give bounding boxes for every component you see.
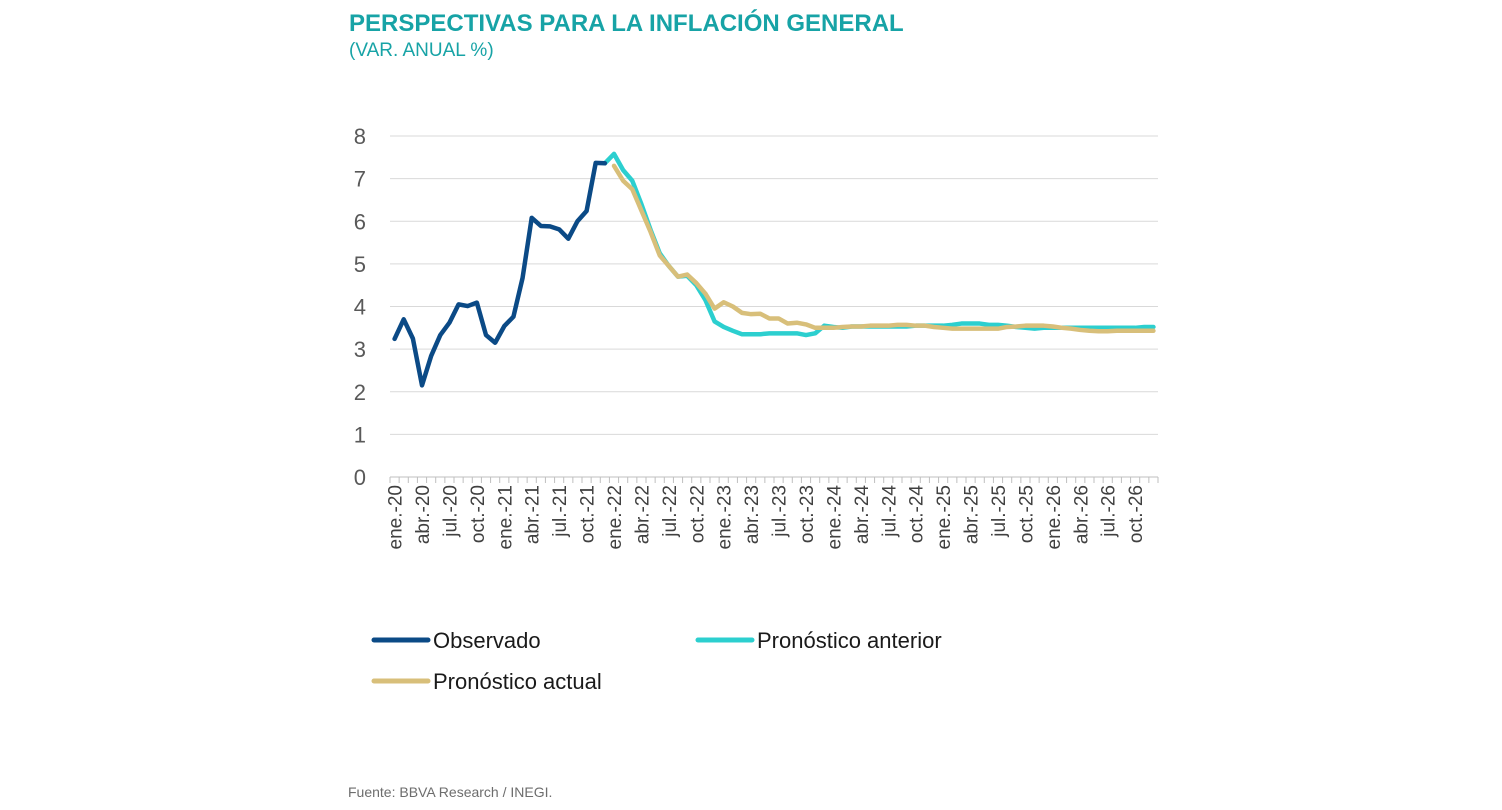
y-tick-label: 4 <box>354 295 366 320</box>
series-line-observado <box>392 160 608 388</box>
x-tick-label: abr.-23 <box>742 485 763 544</box>
x-tick-label: jul.-26 <box>1099 485 1120 538</box>
x-tick-label: jul.-24 <box>879 485 900 538</box>
y-axis-ticks: 0 1 2 3 4 5 6 7 8 <box>354 124 366 490</box>
y-tick-label: 6 <box>354 209 366 234</box>
x-tick-label: oct.-25 <box>1016 485 1037 543</box>
legend: Observado Pronóstico anterior Pronóstico a… <box>371 628 942 694</box>
x-tick-label: abr.-25 <box>962 485 983 544</box>
x-tick-label: ene.-22 <box>605 485 626 549</box>
x-tick-label: oct.-22 <box>687 485 708 543</box>
series-line-pron-stico-anterior <box>602 151 1156 338</box>
x-tick-label: abr.-20 <box>413 485 434 544</box>
x-tick-label: abr.-22 <box>632 485 653 544</box>
y-tick-label: 0 <box>354 465 366 490</box>
source-note: Fuente: BBVA Research / INEGI. <box>348 784 553 800</box>
grid-lines <box>390 135 1158 435</box>
y-tick-label: 1 <box>354 422 366 447</box>
y-tick-label: 7 <box>354 167 366 192</box>
x-tick-label: oct.-21 <box>578 485 599 543</box>
x-tick-label: oct.-23 <box>797 485 818 543</box>
y-tick-label: 5 <box>354 252 366 277</box>
x-tick-label: jul.-20 <box>440 485 461 538</box>
x-tick-label: ene.-24 <box>824 485 845 550</box>
series-line-pron-stico-actual <box>611 163 1156 334</box>
legend-label: Pronóstico anterior <box>757 628 942 653</box>
x-tick-label: oct.-24 <box>907 485 928 544</box>
chart-subtitle: (VAR. ANUAL %) <box>349 40 494 61</box>
x-axis: ene.-20 abr.-20 jul.-20 oct.-20 ene.-21 abr.-… <box>386 476 1159 550</box>
x-tick-label: abr.-21 <box>523 485 544 544</box>
x-tick-label: ene.-21 <box>495 485 516 549</box>
x-tick-label: ene.-25 <box>934 485 955 549</box>
legend-label: Observado <box>433 628 541 653</box>
chart-title: PERSPECTIVAS PARA LA INFLACIÓN GENERAL <box>349 10 904 37</box>
x-tick-label: oct.-20 <box>468 485 489 543</box>
x-tick-label: jul.-23 <box>770 485 791 538</box>
y-tick-label: 2 <box>354 380 366 405</box>
x-tick-label: jul.-25 <box>989 485 1010 538</box>
x-tick-label: jul.-21 <box>550 485 571 538</box>
x-tick-label: ene.-23 <box>715 485 736 549</box>
x-tick-label: ene.-26 <box>1044 485 1065 549</box>
y-tick-label: 3 <box>354 337 366 362</box>
x-tick-label: ene.-20 <box>386 485 407 549</box>
x-tick-label: jul.-22 <box>660 485 681 538</box>
legend-label: Pronóstico actual <box>433 669 602 694</box>
series-lines <box>392 151 1156 388</box>
x-tick-label: abr.-26 <box>1071 485 1092 544</box>
x-tick-label: oct.-26 <box>1126 485 1147 543</box>
y-tick-label: 8 <box>354 124 366 149</box>
x-tick-label: abr.-24 <box>852 485 873 545</box>
